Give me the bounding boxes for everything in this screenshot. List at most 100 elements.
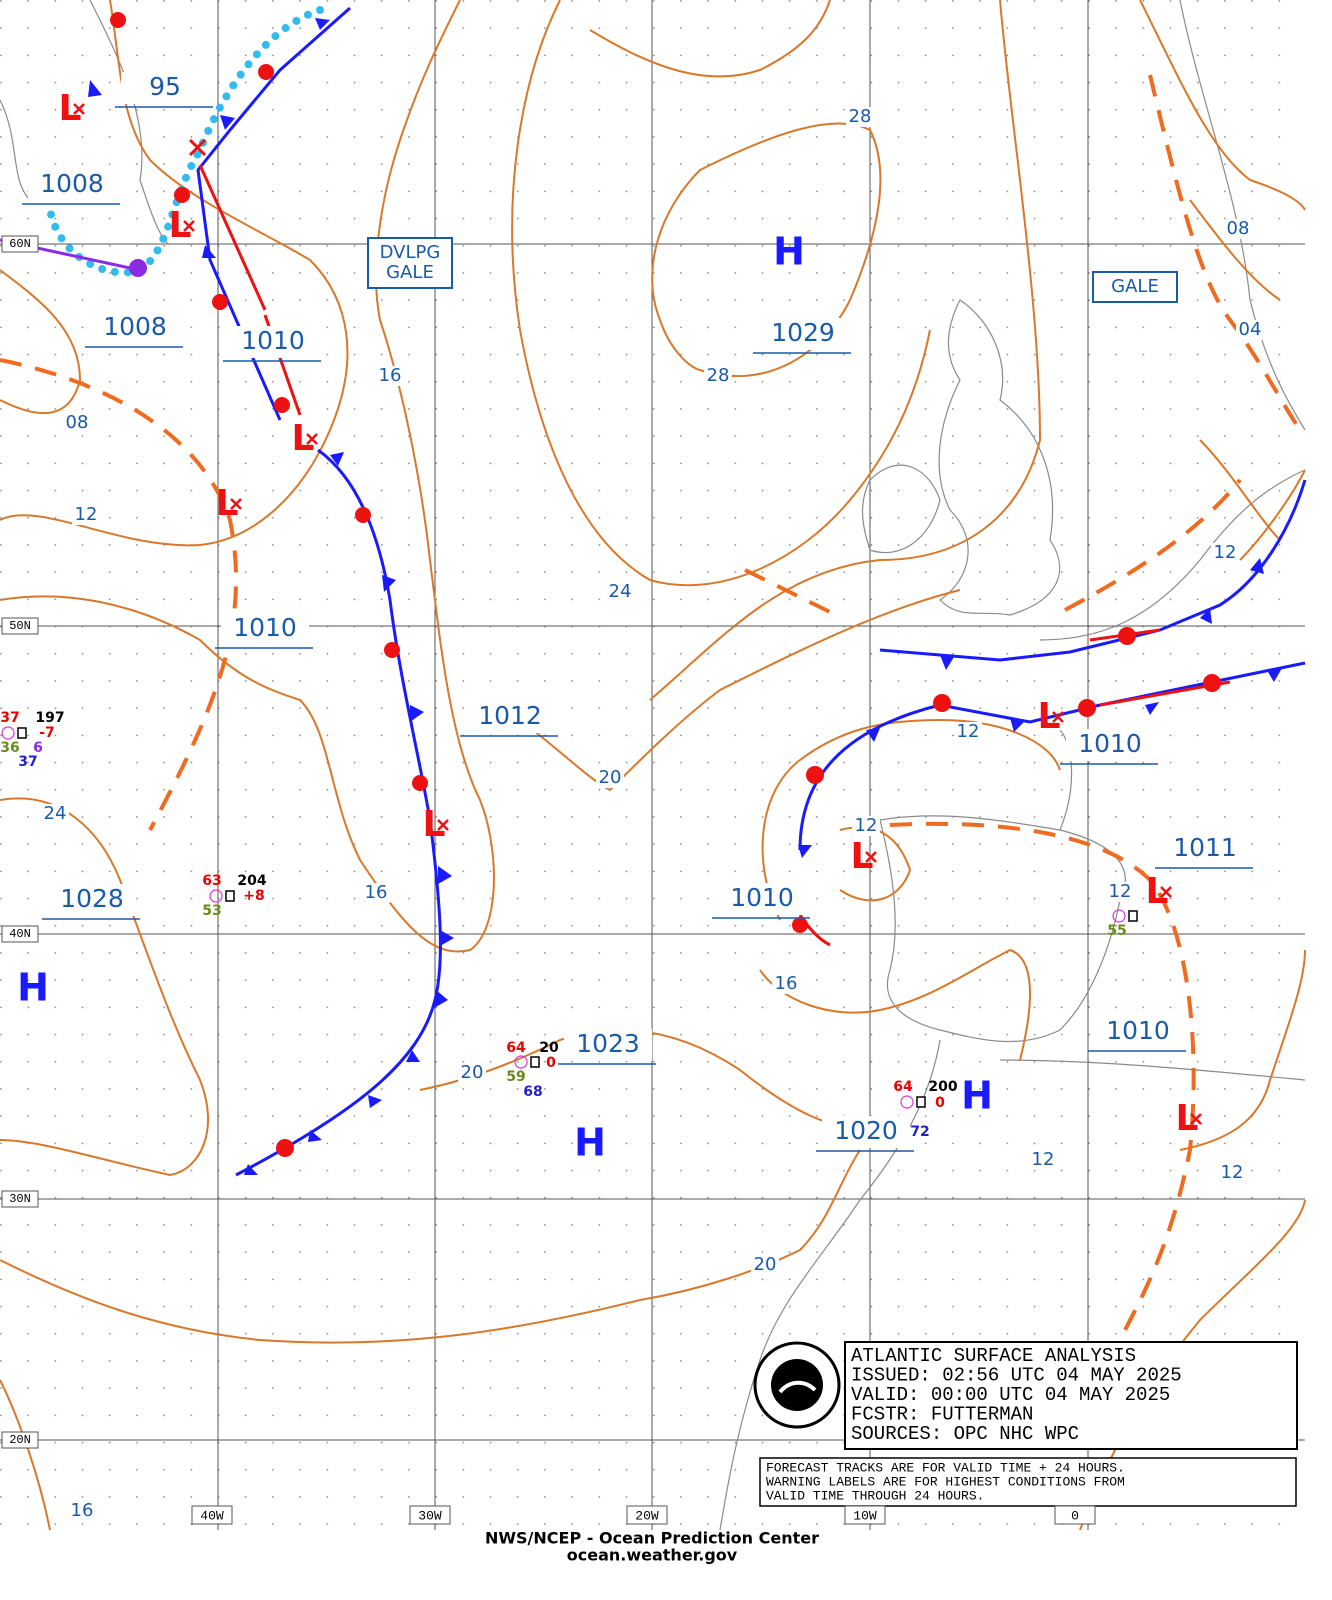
station-value: -7 <box>39 725 55 741</box>
isobar-label: 20 <box>754 1254 777 1275</box>
pressure-label: 95 <box>149 72 181 101</box>
station-value: 0 <box>935 1095 945 1111</box>
isobar-label-bg <box>41 804 69 824</box>
pressure-label: 1010 <box>233 613 297 642</box>
pressure-label-bg <box>759 318 847 350</box>
info-line: VALID: 00:00 UTC 04 MAY 2025 <box>851 1384 1170 1406</box>
info-line: SOURCES: OPC NHC WPC <box>851 1423 1079 1445</box>
coastlines <box>0 0 1306 1531</box>
high-center: H <box>17 966 49 1010</box>
high-center: H <box>773 230 805 274</box>
isobar-label-bg <box>63 413 91 433</box>
isobar-label-bg <box>376 366 404 386</box>
station-value: 37 <box>0 710 19 726</box>
pressure-label: 1023 <box>576 1029 640 1058</box>
isobar-label: 12 <box>957 721 980 742</box>
station-value: 197 <box>35 710 64 726</box>
warning-box <box>1092 271 1178 303</box>
isobar-label-bg <box>751 1255 779 1275</box>
warm-front-pips <box>110 12 1221 1157</box>
low-center: L <box>423 804 446 845</box>
isobar-label-bg <box>704 366 732 386</box>
isobar-label-bg <box>1236 320 1264 340</box>
station-weather <box>1 726 15 740</box>
station-value: 72 <box>910 1124 929 1140</box>
low-x <box>73 103 85 115</box>
pressure-label: 1028 <box>60 884 124 913</box>
pressure-label-bg <box>229 326 317 358</box>
isobar-label: 20 <box>461 1062 484 1083</box>
cold-front-pips <box>88 18 1282 1175</box>
station-value: 200 <box>928 1079 957 1095</box>
station-value: 0 <box>546 1055 556 1071</box>
isobar-label: 12 <box>855 815 878 836</box>
isobar-label-bg <box>1029 1150 1057 1170</box>
isobar-label-bg <box>1211 543 1239 563</box>
isobar-label-bg <box>458 1063 486 1083</box>
isobar-label-bg <box>606 582 634 602</box>
lon-label-box <box>1054 1505 1096 1525</box>
low-x <box>1052 711 1064 723</box>
isobar-label: 12 <box>1221 1162 1244 1183</box>
pressure-label-bg <box>466 701 554 733</box>
lon-label-box <box>191 1505 233 1525</box>
station-weather <box>514 1055 528 1069</box>
pressure-label: 1010 <box>1078 729 1142 758</box>
station-value: 36 <box>0 740 19 756</box>
station-weather <box>1112 909 1126 923</box>
isobar-label-bg <box>72 505 100 525</box>
info-line: ISSUED: 02:56 UTC 04 MAY 2025 <box>851 1365 1182 1387</box>
note-line: WARNING LABELS ARE FOR HIGHEST CONDITION… <box>766 1474 1125 1489</box>
station-value: +8 <box>243 888 264 904</box>
isobar-label: 20 <box>599 767 622 788</box>
low-x <box>437 819 449 831</box>
pressure-label: 1008 <box>40 169 104 198</box>
low-x <box>183 220 195 232</box>
info-box <box>844 1341 1298 1450</box>
isobar-label-bg <box>954 722 982 742</box>
pressure-label: 1008 <box>103 312 167 341</box>
low-x <box>865 851 877 863</box>
footer-url: ocean.weather.gov <box>567 1546 738 1565</box>
low-center: L <box>216 483 239 524</box>
lon-label-box <box>409 1505 451 1525</box>
station-symbol <box>530 1056 540 1068</box>
pressure-label-bg <box>91 312 179 344</box>
station-value: 204 <box>237 873 266 889</box>
pressure-label-bg <box>1066 729 1154 761</box>
isobar-label-bg <box>68 1501 96 1521</box>
isobar-label-bg <box>1224 219 1252 239</box>
low-x <box>230 498 242 510</box>
lat-label-box <box>1 617 39 635</box>
lat-label-box <box>1 925 39 943</box>
low-x <box>306 433 318 445</box>
isobar-label: 16 <box>379 365 402 386</box>
station-symbol <box>17 727 27 739</box>
isobar-label: 08 <box>1227 218 1250 239</box>
station-value: 37 <box>18 754 37 770</box>
pressure-label: 1010 <box>1106 1016 1170 1045</box>
pressure-label: 1029 <box>771 318 835 347</box>
lat-label-box <box>1 1431 39 1449</box>
low-center: L <box>1176 1098 1199 1139</box>
isobar-label: 12 <box>1109 881 1132 902</box>
note-line: VALID TIME THROUGH 24 HOURS. <box>766 1488 984 1503</box>
lat-label: 50N <box>9 619 31 633</box>
station-value: 53 <box>202 903 221 919</box>
isobar-label-bg <box>362 883 390 903</box>
pressure-label-bg <box>28 169 116 201</box>
station-symbol <box>1128 910 1138 922</box>
lon-label: 20W <box>635 1508 659 1523</box>
footer-agency: NWS/NCEP - Ocean Prediction Center <box>485 1529 819 1548</box>
warning-label: GALE <box>386 262 434 283</box>
isobar-label: 24 <box>44 803 67 824</box>
station-value: 64 <box>506 1040 526 1056</box>
isobar-label-bg <box>846 107 874 127</box>
isobar-label: 24 <box>609 581 632 602</box>
pressure-label-bg <box>822 1116 910 1148</box>
isobar-label: 16 <box>775 973 798 994</box>
isobar-label: 16 <box>71 1500 94 1521</box>
isobar-label-bg <box>596 768 624 788</box>
warning-label: GALE <box>1111 276 1159 297</box>
lon-label-box <box>844 1505 886 1525</box>
